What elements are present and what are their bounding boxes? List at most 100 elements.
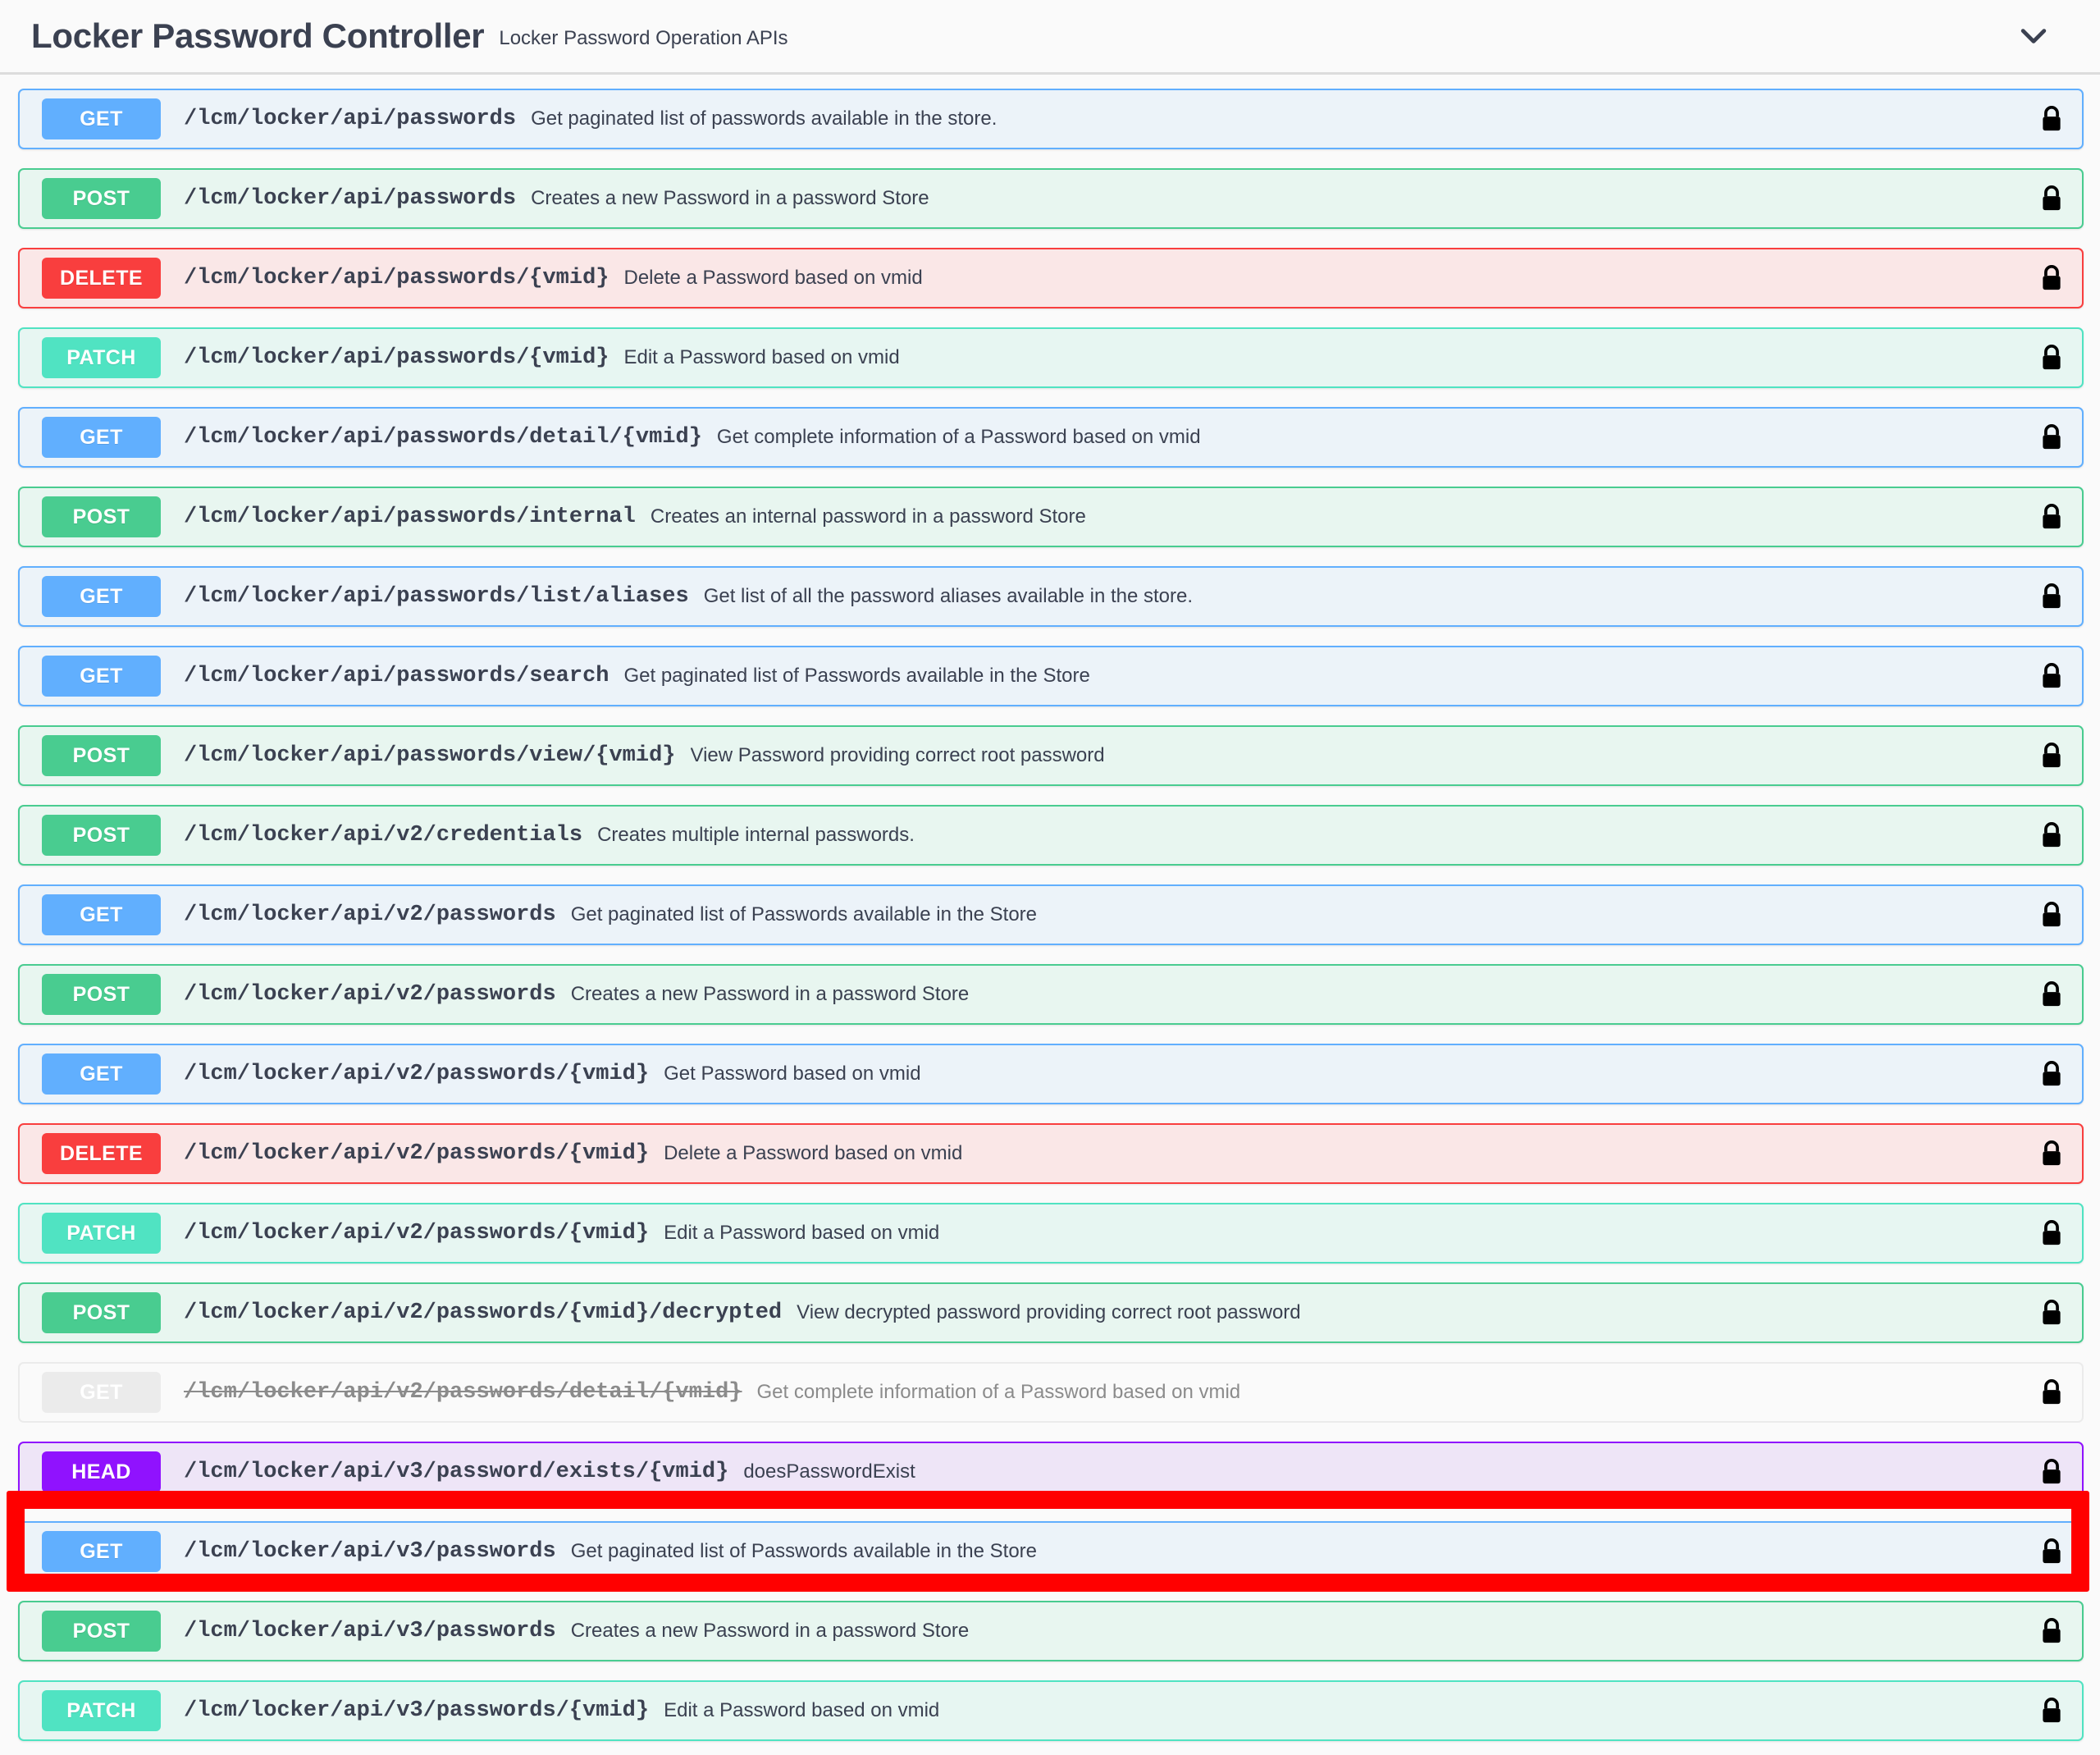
- operation-row[interactable]: PATCH/lcm/locker/api/passwords/{vmid} Edi…: [18, 327, 2084, 388]
- operation-path: /lcm/locker/api/v2/passwords: [184, 903, 556, 927]
- lock-icon[interactable]: [2028, 344, 2075, 372]
- lock-icon[interactable]: [2028, 1219, 2075, 1247]
- operation-summary: doesPasswordExist: [743, 1460, 915, 1483]
- http-method-badge: HEAD: [42, 1451, 161, 1492]
- http-method-badge: GET: [42, 417, 161, 458]
- page-subtitle: Locker Password Operation APIs: [499, 27, 788, 49]
- lock-icon[interactable]: [2028, 185, 2075, 213]
- lock-icon[interactable]: [2028, 1140, 2075, 1168]
- lock-icon[interactable]: [2028, 1697, 2075, 1725]
- http-method-badge: GET: [42, 1531, 161, 1572]
- operation-row[interactable]: POST/lcm/locker/api/passwords/view/{vmid…: [18, 725, 2084, 786]
- operation-path: /lcm/locker/api/v3/passwords/{vmid}: [184, 1698, 650, 1723]
- http-method-badge: POST: [42, 1292, 161, 1333]
- operation-row[interactable]: GET/lcm/locker/api/passwords/list/aliase…: [18, 566, 2084, 627]
- http-method-badge: POST: [42, 735, 161, 776]
- operation-row[interactable]: DELETE/lcm/locker/api/passwords/{vmid} De…: [18, 248, 2084, 308]
- operation-path: /lcm/locker/api/v2/passwords/{vmid}: [184, 1221, 650, 1245]
- lock-icon[interactable]: [2028, 583, 2075, 610]
- lock-icon[interactable]: [2028, 1060, 2075, 1088]
- lock-icon[interactable]: [2028, 105, 2075, 133]
- operation-summary: Delete a Password based on vmid: [664, 1142, 963, 1164]
- lock-icon[interactable]: [2028, 821, 2075, 849]
- operation-row[interactable]: GET/lcm/locker/api/v3/passwords Get pagin…: [18, 1521, 2084, 1582]
- operation-row[interactable]: GET/lcm/locker/api/v2/passwords Get pagin…: [18, 884, 2084, 945]
- operation-row[interactable]: POST/lcm/locker/api/v2/credentials Create…: [18, 805, 2084, 866]
- operation-path: /lcm/locker/api/passwords/search: [184, 664, 609, 688]
- http-method-badge: PATCH: [42, 1213, 161, 1254]
- page-title: Locker Password Controller: [31, 16, 485, 55]
- operation-row[interactable]: POST/lcm/locker/api/v2/passwords Creates …: [18, 964, 2084, 1025]
- operation-summary: Get paginated list of Passwords availabl…: [570, 1540, 1038, 1562]
- operation-path: /lcm/locker/api/v3/passwords: [184, 1539, 556, 1564]
- operation-summary: Creates multiple internal passwords.: [597, 824, 915, 846]
- operation-row[interactable]: GET/lcm/locker/api/v2/passwords/{vmid} Ge…: [18, 1044, 2084, 1104]
- http-method-badge: PATCH: [42, 337, 161, 378]
- operation-summary: Edit a Password based on vmid: [664, 1699, 940, 1721]
- operation-row[interactable]: DELETE/lcm/locker/api/v2/passwords/{vmid…: [18, 1123, 2084, 1184]
- operation-row[interactable]: GET/lcm/locker/api/passwords/search Get p…: [18, 646, 2084, 706]
- operation-summary: Creates an internal password in a passwo…: [650, 505, 1086, 528]
- operation-path: /lcm/locker/api/v2/passwords/detail/{vmi…: [184, 1380, 742, 1405]
- operation-summary: Edit a Password based on vmid: [623, 346, 900, 368]
- operation-path: /lcm/locker/api/v3/passwords: [184, 1619, 556, 1643]
- operation-summary: View decrypted password providing correc…: [797, 1301, 1301, 1323]
- operation-row[interactable]: POST/lcm/locker/api/passwords/internal Cr…: [18, 487, 2084, 547]
- operation-row[interactable]: POST/lcm/locker/api/passwords Creates a n…: [18, 168, 2084, 229]
- operation-path: /lcm/locker/api/passwords/view/{vmid}: [184, 743, 676, 768]
- operation-row[interactable]: HEAD/lcm/locker/api/v3/password/exists/{…: [18, 1442, 2084, 1502]
- lock-icon[interactable]: [2028, 901, 2075, 929]
- operation-path: /lcm/locker/api/passwords: [184, 186, 517, 211]
- lock-icon[interactable]: [2028, 1378, 2075, 1406]
- operation-row[interactable]: POST/lcm/locker/api/v3/passwords Creates …: [18, 1601, 2084, 1661]
- lock-icon[interactable]: [2028, 264, 2075, 292]
- http-method-badge: POST: [42, 178, 161, 219]
- http-method-badge: POST: [42, 1611, 161, 1652]
- http-method-badge: POST: [42, 815, 161, 856]
- operation-summary: Creates a new Password in a password Sto…: [531, 187, 929, 209]
- lock-icon[interactable]: [2028, 980, 2075, 1008]
- operation-summary: Get list of all the password aliases ava…: [703, 585, 1194, 607]
- operation-row[interactable]: GET/lcm/locker/api/passwords Get paginate…: [18, 89, 2084, 149]
- http-method-badge: GET: [42, 576, 161, 617]
- lock-icon[interactable]: [2028, 503, 2075, 531]
- lock-icon[interactable]: [2028, 1458, 2075, 1486]
- lock-icon[interactable]: [2028, 662, 2075, 690]
- http-method-badge: DELETE: [42, 258, 161, 299]
- operation-row[interactable]: GET/lcm/locker/api/passwords/detail/{vmi…: [18, 407, 2084, 468]
- http-method-badge: DELETE: [42, 1133, 161, 1174]
- operation-summary: View Password providing correct root pas…: [690, 744, 1105, 766]
- operation-row[interactable]: PATCH/lcm/locker/api/v2/passwords/{vmid}…: [18, 1203, 2084, 1264]
- operation-row[interactable]: POST/lcm/locker/api/v2/passwords/{vmid}/…: [18, 1282, 2084, 1343]
- http-method-badge: POST: [42, 496, 161, 537]
- http-method-badge: GET: [42, 894, 161, 935]
- operation-path: /lcm/locker/api/v2/passwords/{vmid}: [184, 1141, 650, 1166]
- lock-icon[interactable]: [2028, 1617, 2075, 1645]
- operation-path: /lcm/locker/api/v2/passwords/{vmid}: [184, 1062, 650, 1086]
- operation-summary: Get complete information of a Password b…: [756, 1381, 1241, 1403]
- operation-summary: Get Password based on vmid: [664, 1063, 921, 1085]
- lock-icon[interactable]: [2028, 1538, 2075, 1565]
- operation-summary: Get paginated list of Passwords availabl…: [623, 665, 1090, 687]
- operation-path: /lcm/locker/api/passwords: [184, 107, 517, 131]
- operation-path: /lcm/locker/api/v2/credentials: [184, 823, 583, 848]
- operation-path: /lcm/locker/api/v2/passwords/{vmid}/decr…: [184, 1300, 783, 1325]
- lock-icon[interactable]: [2028, 1299, 2075, 1327]
- operation-path: /lcm/locker/api/passwords/detail/{vmid}: [184, 425, 702, 450]
- operation-path: /lcm/locker/api/passwords/{vmid}: [184, 345, 609, 370]
- operation-summary: Creates a new Password in a password Sto…: [570, 1620, 970, 1642]
- http-method-badge: GET: [42, 98, 161, 139]
- http-method-badge: PATCH: [42, 1690, 161, 1731]
- chevron-down-icon[interactable]: [2015, 17, 2052, 55]
- lock-icon[interactable]: [2028, 423, 2075, 451]
- operation-summary: Get paginated list of Passwords availabl…: [570, 903, 1038, 925]
- operation-row[interactable]: PATCH/lcm/locker/api/v3/passwords/{vmid}…: [18, 1680, 2084, 1741]
- operations-list: GET/lcm/locker/api/passwords Get paginate…: [0, 75, 2100, 1741]
- operation-summary: Delete a Password based on vmid: [623, 267, 923, 289]
- operation-row[interactable]: GET/lcm/locker/api/v2/passwords/detail/{…: [18, 1362, 2084, 1423]
- tag-header[interactable]: Locker Password Controller Locker Passwo…: [0, 0, 2100, 75]
- lock-icon[interactable]: [2028, 742, 2075, 770]
- operation-path: /lcm/locker/api/passwords/internal: [184, 505, 636, 529]
- operation-path: /lcm/locker/api/v2/passwords: [184, 982, 556, 1007]
